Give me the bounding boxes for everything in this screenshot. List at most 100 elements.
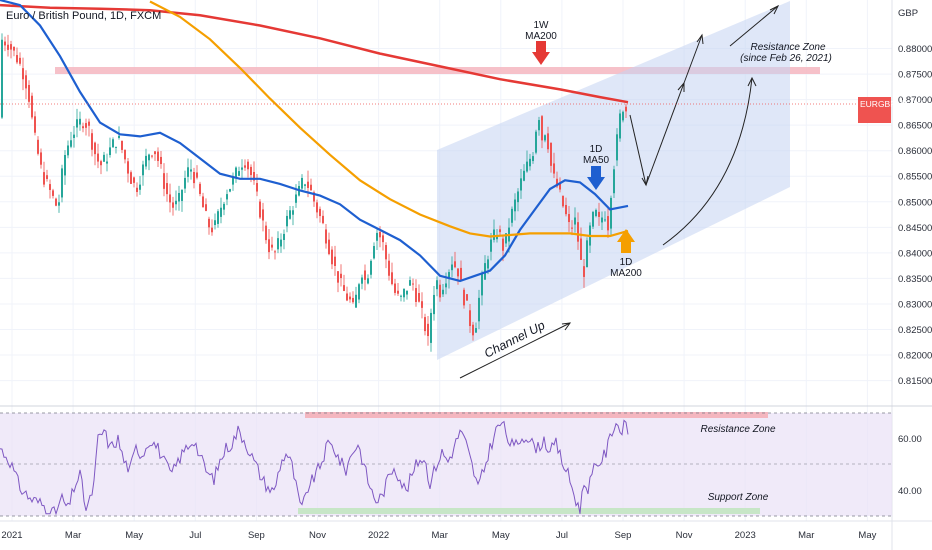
annotation-1d-ma200-b: MA200 [610,268,642,279]
candle-body [124,149,126,160]
candle-body [139,184,141,190]
price-tick-label: 0.86000 [898,146,932,157]
candle-body [358,284,360,300]
candle-body [301,177,303,189]
candle-body [76,119,78,128]
candle-body [19,57,21,64]
candle-body [94,142,96,155]
time-tick-label: Mar [65,530,81,541]
candle-body [127,161,129,174]
candle-body [196,172,198,178]
candle-body [58,202,60,206]
rsi-resistance-label: Resistance Zone [700,424,775,435]
candle-body [103,154,105,162]
candle-body [91,133,93,150]
candle-body [526,161,528,172]
resistance-zone-since-label: (since Feb 26, 2021) [740,53,832,64]
candle-body [106,161,108,164]
chart-title: Euro / British Pound, 1D, FXCM [6,10,161,22]
candle-body [25,75,27,89]
candle-body [439,284,441,298]
candle-body [40,152,42,165]
candle-body [319,208,321,217]
time-tick-label: Sep [248,530,265,541]
candle-body [610,197,612,229]
candle-body [181,189,183,201]
candle-body [247,161,249,170]
candle-body [202,196,204,208]
time-tick-label: 2023 [735,530,756,541]
candle-body [232,177,234,185]
arrow-down-blue-icon [587,166,605,190]
candle-body [16,55,18,63]
candle-body [37,139,39,154]
candle-body [382,235,384,243]
price-tick-label: 0.85000 [898,197,932,208]
price-tick-label: 0.87000 [898,95,932,106]
candle-body [214,220,216,226]
annotation-1w-ma200: MA200 [525,31,557,42]
candle-body [271,244,273,248]
rsi-support-label: Support Zone [708,492,769,503]
candle-body [322,215,324,224]
price-tick-label: 0.85500 [898,172,932,183]
candle-body [184,177,186,189]
candle-body [616,134,618,161]
candle-body [238,171,240,176]
candle-body [403,288,405,298]
last-price-tag [858,97,891,123]
candle-body [253,171,255,181]
time-tick-label: Mar [798,530,814,541]
candle-body [121,140,123,150]
candle-body [118,135,120,138]
candle-body [463,289,465,306]
currency-label: GBP [898,8,918,19]
price-tick-label: 0.83000 [898,299,932,310]
candle-body [376,232,378,241]
candle-body [490,239,492,252]
candle-body [340,273,342,279]
candle-body [13,47,15,51]
candle-body [601,217,603,223]
candle-body [199,183,201,194]
candle-body [151,155,153,157]
candle-body [598,211,600,217]
rsi-resistance-zone [305,412,768,418]
candle-body [160,156,162,165]
candle-body [604,219,606,221]
candle-body [226,194,228,200]
candle-body [154,151,156,155]
candle-body [367,278,369,284]
candle-body [130,172,132,184]
candle-body [478,297,480,322]
candle-body [442,289,444,295]
candle-body [187,167,189,177]
time-tick-label: Nov [676,530,693,541]
candle-body [427,323,429,337]
candle-body [496,236,498,240]
price-tick-label: 0.81500 [898,376,932,387]
candle-body [355,294,357,308]
candle-body [325,229,327,244]
candle-body [337,271,339,283]
candle-body [52,190,54,196]
candle-body [511,208,513,223]
candle-body [70,140,72,147]
candle-body [259,201,261,218]
candle-body [208,218,210,228]
candle-body [280,239,282,247]
resistance-zone-label: Resistance Zone [750,42,825,53]
candle-body [220,207,222,217]
candle-body [307,181,309,188]
candle-body [235,167,237,179]
candle-body [55,198,57,206]
candle-body [85,123,87,128]
price-tick-label: 0.82000 [898,351,932,362]
candle-body [73,134,75,138]
candle-body [133,177,135,183]
candle-body [277,238,279,250]
candle-body [520,178,522,191]
time-tick-label: May [125,530,143,541]
price-tick-label: 0.88000 [898,44,932,55]
